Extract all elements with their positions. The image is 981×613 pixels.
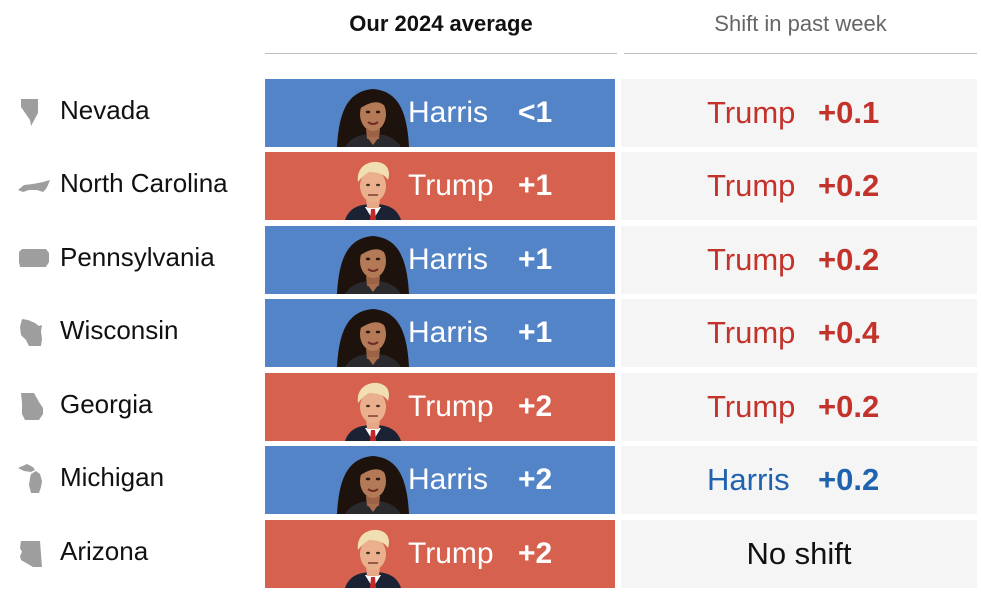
average-leader-label: Trump: [408, 537, 494, 570]
average-leader-label: Harris: [408, 463, 488, 496]
harris-portrait-icon: [327, 299, 419, 367]
harris-portrait-icon: [327, 226, 419, 294]
shift-column-header: Shift in past week: [714, 11, 887, 36]
shift-candidate-label: Trump: [707, 242, 796, 277]
michigan-shape-icon: [17, 462, 51, 496]
harris-portrait-icon: [327, 446, 419, 514]
shift-cell: Trump +0.4: [621, 299, 977, 367]
shift-candidate-label: Harris: [707, 462, 790, 497]
north-carolina-shape-icon: [17, 168, 51, 202]
trump-portrait-icon: [327, 373, 419, 441]
shift-candidate-label: Trump: [707, 168, 796, 203]
table-row: Wisconsin Harris +1 Trump +0.4: [0, 299, 981, 367]
average-margin-label: <1: [518, 96, 553, 129]
average-leader-label: Harris: [408, 243, 488, 276]
average-margin-label: +2: [518, 463, 553, 496]
average-margin-label: +2: [518, 537, 553, 570]
average-leader-label: Harris: [408, 96, 488, 129]
georgia-shape-icon: [17, 389, 51, 423]
shift-candidate-label: Trump: [707, 95, 796, 130]
table-row: Georgia Trump +2 Trump +0.2: [0, 373, 981, 441]
average-bar: Harris +1: [265, 299, 615, 367]
average-header-divider: [265, 53, 617, 54]
shift-value-label: +0.1: [818, 95, 880, 130]
shift-value-label: +0.2: [818, 462, 880, 497]
average-bar: Harris <1: [265, 79, 615, 147]
state-cell: North Carolina: [0, 152, 260, 220]
table-row: Michigan Harris +2 Harris +0.2: [0, 446, 981, 514]
trump-portrait-icon: [327, 520, 419, 588]
trump-portrait-icon: [327, 152, 419, 220]
state-cell: Nevada: [0, 79, 260, 147]
shift-value-label: +0.2: [818, 389, 880, 424]
average-margin-label: +1: [518, 316, 553, 349]
shift-value-label: +0.2: [818, 242, 880, 277]
average-bar: Trump +1: [265, 152, 615, 220]
shift-cell: Trump +0.2: [621, 226, 977, 294]
average-bar: Harris +2: [265, 446, 615, 514]
shift-header-divider: [624, 53, 977, 54]
table-row: Arizona Trump +2 No shift: [0, 520, 981, 588]
shift-cell: Trump +0.2: [621, 373, 977, 441]
shift-value-label: +0.4: [818, 315, 880, 350]
table-row: North Carolina Trump +1 Trump +0.2: [0, 152, 981, 220]
table-row: Pennsylvania Harris +1 Trump +0.2: [0, 226, 981, 294]
shift-candidate-label: Trump: [707, 315, 796, 350]
pennsylvania-shape-icon: [17, 242, 51, 276]
average-margin-label: +1: [518, 243, 553, 276]
average-bar: Harris +1: [265, 226, 615, 294]
state-name: Georgia: [60, 389, 153, 419]
average-leader-label: Trump: [408, 390, 494, 423]
shift-cell: No shift: [621, 520, 977, 588]
wisconsin-shape-icon: [17, 315, 51, 349]
shift-candidate-label: Trump: [707, 389, 796, 424]
shift-cell: Trump +0.1: [621, 79, 977, 147]
average-leader-label: Harris: [408, 316, 488, 349]
average-bar: Trump +2: [265, 373, 615, 441]
state-cell: Arizona: [0, 520, 260, 588]
state-name: Arizona: [60, 536, 149, 566]
average-column-header: Our 2024 average: [349, 11, 533, 36]
state-cell: Pennsylvania: [0, 226, 260, 294]
state-name: North Carolina: [60, 168, 228, 198]
state-name: Michigan: [60, 462, 165, 492]
arizona-shape-icon: [17, 536, 51, 570]
average-bar: Trump +2: [265, 520, 615, 588]
average-margin-label: +1: [518, 169, 553, 202]
nevada-shape-icon: [17, 95, 51, 129]
state-cell: Wisconsin: [0, 299, 260, 367]
average-leader-label: Trump: [408, 169, 494, 202]
state-cell: Michigan: [0, 446, 260, 514]
shift-cell: Harris +0.2: [621, 446, 977, 514]
state-name: Pennsylvania: [60, 242, 215, 272]
table-row: Nevada Harris <1 Trump +0.1: [0, 79, 981, 147]
average-margin-label: +2: [518, 390, 553, 423]
no-shift-label: No shift: [746, 536, 852, 571]
state-name: Wisconsin: [60, 315, 179, 345]
shift-cell: Trump +0.2: [621, 152, 977, 220]
harris-portrait-icon: [327, 79, 419, 147]
state-name: Nevada: [60, 95, 150, 125]
state-cell: Georgia: [0, 373, 260, 441]
shift-value-label: +0.2: [818, 168, 880, 203]
